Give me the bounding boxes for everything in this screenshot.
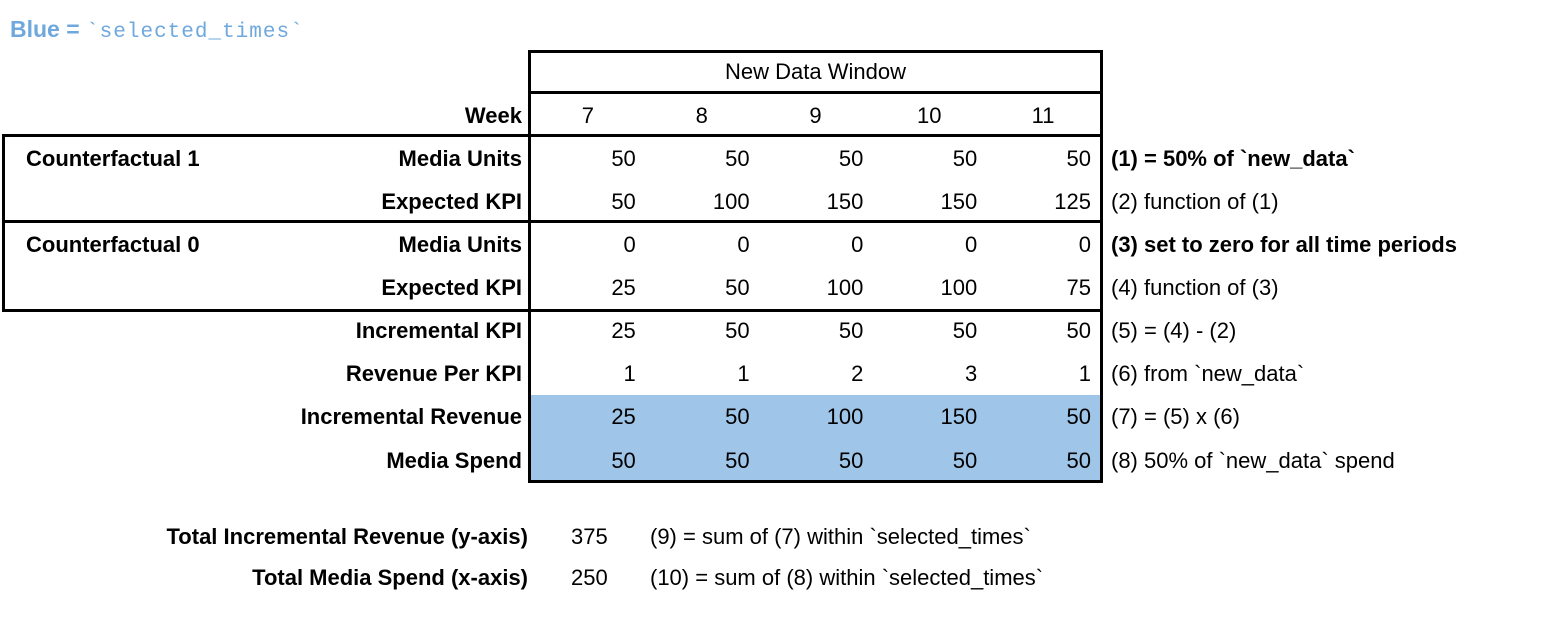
row-label: Expected KPI [381, 274, 522, 300]
week-number: 7 [581, 102, 595, 128]
total-incremental-revenue-annotation: (9) = sum of (7) within `selected_times` [650, 524, 1031, 549]
table-cell: 0 [623, 231, 636, 257]
table-cell: 1 [737, 360, 750, 386]
table-row: 50 50 50 50 50 [531, 137, 1100, 180]
table-cell: 100 [940, 274, 978, 300]
header-divider-line [531, 91, 1100, 94]
table-cell: 50 [1066, 404, 1091, 429]
table-row: 1 1 2 3 1 [531, 352, 1100, 395]
table-cell: 50 [838, 317, 864, 343]
row-annotation: (1) = 50% of `new_data` [1111, 145, 1355, 171]
table-cell: 50 [725, 404, 750, 429]
table-cell: 50 [952, 317, 978, 343]
table-cell: 50 [952, 448, 978, 473]
table-cell: 0 [851, 231, 864, 257]
table-cell: 50 [725, 317, 750, 343]
row-label: Media Spend [386, 448, 522, 473]
table-cell: 100 [712, 188, 750, 214]
table-cell: 50 [1066, 448, 1091, 473]
table-cell: 125 [1054, 188, 1091, 214]
table-cell: 2 [851, 360, 864, 386]
week-number: 11 [1031, 102, 1055, 128]
total-incremental-revenue-value: 375 [571, 524, 608, 549]
total-media-spend-annotation: (10) = sum of (8) within `selected_times… [650, 565, 1044, 590]
table-row: 25 50 100 100 75 [531, 266, 1100, 309]
week-row-label: Week [464, 102, 522, 128]
table-row: 50 100 150 150 125 [531, 180, 1100, 223]
new-data-window-header: New Data Window [725, 59, 906, 84]
total-media-spend-label: Total Media Spend (x-axis) [252, 565, 528, 590]
row-annotation: (7) = (5) x (6) [1111, 404, 1240, 429]
table-cell: 50 [611, 145, 636, 171]
week-number: 9 [809, 102, 822, 128]
table-cell: 150 [940, 188, 978, 214]
week-number-row: 7 8 9 10 11 [531, 94, 1100, 137]
row-annotation: (4) function of (3) [1111, 274, 1279, 300]
table-row: 0 0 0 0 0 [531, 223, 1100, 266]
group-label-counterfactual-1: Counterfactual 1 [26, 145, 200, 171]
legend-blue-code: `selected_times` [86, 21, 304, 44]
table-cell: 0 [964, 231, 978, 257]
table-cell: 50 [611, 188, 636, 214]
table-cell: 50 [1066, 145, 1091, 171]
table-cell: 1 [623, 360, 636, 386]
table-cell: 150 [826, 188, 864, 214]
week-number: 8 [695, 102, 708, 128]
total-media-spend-value: 250 [571, 565, 608, 590]
table-cell: 0 [1078, 231, 1091, 257]
row-annotation: (3) set to zero for all time periods [1111, 231, 1457, 257]
table-cell: 100 [826, 274, 864, 300]
row-annotation: (8) 50% of `new_data` spend [1111, 448, 1395, 473]
row-label: Incremental KPI [355, 317, 522, 343]
table-cell: 150 [940, 404, 978, 429]
group-label-counterfactual-0: Counterfactual 0 [26, 231, 200, 257]
table-cell: 100 [826, 404, 864, 429]
row-label: Incremental Revenue [300, 404, 522, 429]
legend-blue-label: Blue = [10, 16, 87, 42]
table-cell: 25 [611, 317, 636, 343]
table-cell: 50 [838, 145, 864, 171]
table-cell: 50 [725, 274, 750, 300]
week-number: 10 [917, 102, 942, 128]
table-cell: 25 [611, 274, 636, 300]
row-label: Revenue Per KPI [345, 360, 522, 386]
table-cell: 3 [964, 360, 978, 386]
table-row-highlighted: 50 50 50 50 50 [531, 439, 1100, 483]
legend-note: Blue = `selected_times` [10, 16, 304, 44]
table-row: 25 50 50 50 50 [531, 309, 1100, 352]
data-window-box [528, 50, 1103, 483]
table-cell: 50 [952, 145, 978, 171]
total-incremental-revenue-label: Total Incremental Revenue (y-axis) [166, 524, 529, 549]
selected-times-highlight [531, 395, 1100, 480]
row-label: Media Units [398, 145, 522, 171]
row-annotation: (5) = (4) - (2) [1111, 317, 1237, 343]
row-annotation: (6) from `new_data` [1111, 360, 1305, 386]
table-cell: 50 [1066, 317, 1091, 343]
table-cell: 25 [611, 404, 636, 429]
table-cell: 50 [838, 448, 864, 473]
row-annotation: (2) function of (1) [1111, 188, 1279, 214]
table-cell: 1 [1078, 360, 1091, 386]
table-cell: 75 [1066, 274, 1091, 300]
row-label: Media Units [398, 231, 522, 257]
table-cell: 0 [737, 231, 750, 257]
table-row-highlighted: 25 50 100 150 50 [531, 395, 1100, 439]
table-cell: 50 [611, 448, 636, 473]
row-label: Expected KPI [381, 188, 522, 214]
table-cell: 50 [725, 448, 750, 473]
table-cell: 50 [725, 145, 750, 171]
